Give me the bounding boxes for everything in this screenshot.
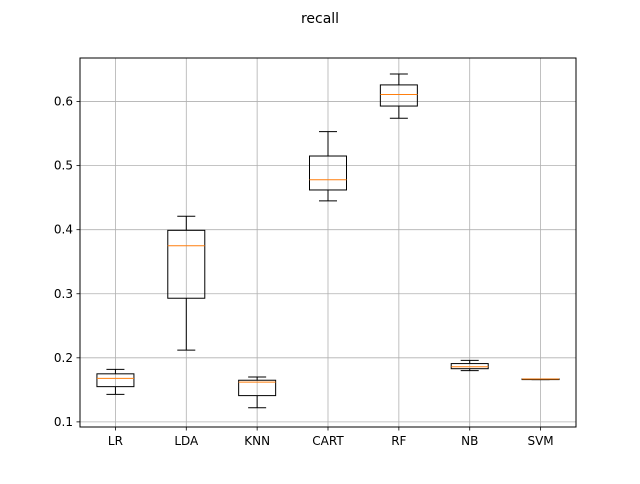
x-tick-label: SVM (527, 434, 553, 448)
x-tick-label: NB (461, 434, 478, 448)
y-tick-label: 0.2 (54, 351, 73, 365)
x-tick-label: RF (391, 434, 406, 448)
chart-title: recall (301, 11, 339, 27)
box-svm (521, 378, 560, 381)
iqr-box (167, 229, 206, 299)
y-tick-label: 0.5 (54, 159, 73, 173)
x-tick-label: LR (108, 434, 123, 448)
box-knn (238, 376, 277, 409)
iqr-box (96, 373, 135, 388)
box-lda (167, 215, 206, 351)
y-tick-label: 0.6 (54, 95, 73, 109)
axes: 0.1 0.2 0.3 0.4 0.5 0.6 LR LDA KNN CART RF NB SVM (54, 95, 554, 448)
y-tick-label: 0.3 (54, 287, 73, 301)
iqr-box (450, 363, 489, 370)
x-tick-label: CART (312, 434, 344, 448)
box-cart (309, 131, 347, 202)
iqr-box (238, 379, 277, 397)
box-rf (379, 73, 418, 119)
y-tick-label: 0.1 (54, 415, 73, 429)
box-nb (450, 359, 489, 372)
y-tick-label: 0.4 (54, 223, 73, 237)
x-tick-label: KNN (244, 434, 270, 448)
box-lr (96, 368, 135, 395)
x-tick-label: LDA (174, 434, 199, 448)
boxes (96, 73, 560, 409)
iqr-box (379, 84, 418, 107)
iqr-box (309, 155, 347, 191)
grid-lines (80, 58, 576, 427)
